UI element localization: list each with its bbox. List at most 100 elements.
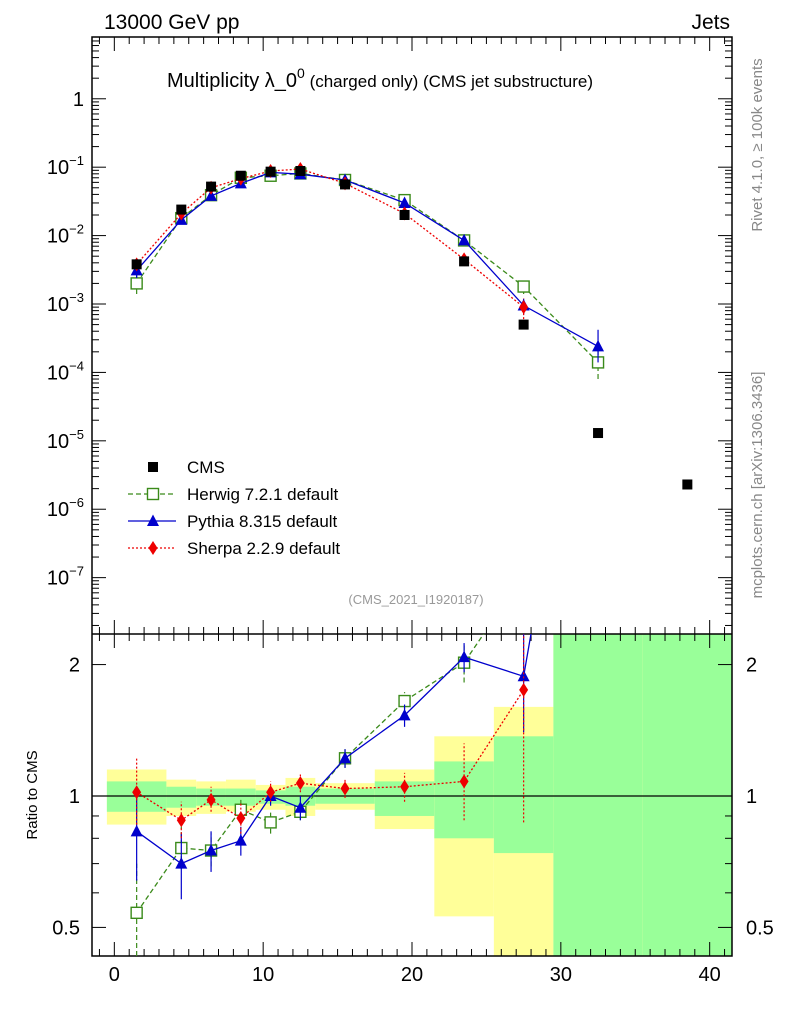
main-cms-point: [593, 428, 604, 439]
ratio-ylabel: Ratio to CMS: [24, 750, 41, 839]
ratio-series: [130, 241, 604, 956]
y-tick-base: 10: [47, 226, 69, 248]
y-tick-base: 10: [47, 294, 69, 316]
x-tick-label: 10: [252, 964, 274, 986]
y-tick-label: 10−1: [47, 153, 84, 179]
main-cms-point: [459, 256, 470, 267]
main-cms-point: [340, 179, 351, 190]
mcplots-label: mcplots.cern.ch [arXiv:1306.3436]: [749, 372, 766, 599]
y-tick-label: 10−6: [47, 495, 84, 521]
ratio-sherpa-point: [236, 811, 246, 826]
legend-label-cms: CMS: [187, 458, 225, 477]
main-herwig-line: [136, 172, 599, 363]
ratio-sherpa-point: [266, 785, 276, 800]
band-inner-1: [166, 786, 197, 808]
y-tick-base: 10: [47, 499, 69, 521]
ratio-pythia-point: [205, 844, 218, 856]
ratio-y-tick-label-right: 1: [746, 786, 757, 808]
legend-marker-cms: [148, 462, 158, 472]
y-tick-exp: −7: [69, 564, 84, 579]
ratio-sherpa-point: [340, 781, 350, 796]
legend-label-herwig: Herwig 7.2.1 default: [187, 485, 338, 504]
category-label: Jets: [691, 11, 730, 34]
y-tick-base: 10: [47, 157, 69, 179]
rivet-label: Rivet 4.1.0, ≥ 100k events: [749, 58, 766, 231]
ratio-herwig-point: [130, 906, 143, 920]
y-tick-label: 10−7: [47, 564, 84, 590]
ratio-sherpa-point: [206, 792, 216, 807]
band-inner-10: [553, 634, 643, 956]
ratio-herwig-point: [264, 816, 277, 829]
legend: CMS Herwig 7.2.1 default Pythia 8.315 defa…: [128, 458, 340, 558]
x-tick-label: 20: [401, 964, 423, 986]
main-herwig-point: [130, 277, 143, 290]
y-tick-label: 10−4: [47, 358, 84, 384]
main-cms-point: [176, 204, 187, 215]
ratio-pythia-point: [592, 241, 604, 253]
main-cms-point: [295, 165, 306, 176]
ratio-y-tick-label-left: 1: [69, 786, 80, 808]
ratio-pythia-point: [175, 857, 188, 869]
legend-marker-herwig: [146, 487, 160, 501]
main-cms-point: [131, 259, 142, 270]
ratio-sherpa-point: [400, 779, 410, 794]
ratio-sherpa-line: [136, 689, 525, 822]
uncertainty-bands: [106, 634, 732, 956]
main-cms-point: [399, 210, 410, 221]
ratio-y-tick-label-right: 0.5: [746, 917, 774, 939]
main-cms-point: [265, 166, 276, 177]
main-cms-point: [682, 479, 693, 490]
y-tick-label: 10−3: [47, 290, 84, 316]
main-herwig-point: [517, 280, 530, 293]
y-tick-exp: −3: [69, 290, 84, 305]
energy-label: 13000 GeV pp: [104, 11, 239, 34]
ratio-sherpa-point: [295, 776, 305, 791]
ratio-pythia-point: [398, 708, 411, 721]
y-tick-label: 10−2: [47, 222, 84, 248]
main-pythia-point: [398, 196, 411, 208]
y-tick-base: 10: [47, 568, 69, 590]
band-inner-3: [225, 788, 256, 806]
main-pythia-point: [592, 339, 605, 352]
title-rest: (charged only) (CMS jet substructure): [305, 72, 593, 91]
title-main: Multiplicity λ_0: [167, 70, 297, 92]
legend-marker-pythia: [147, 514, 159, 526]
x-tick-label: 30: [550, 964, 572, 986]
title-sup: 0: [297, 65, 305, 81]
y-tick-base: 10: [47, 362, 69, 384]
main-pythia-point: [458, 233, 471, 246]
y-tick-exp: −5: [69, 427, 84, 442]
main-pythia-point: [205, 189, 218, 201]
main-sherpa-point: [519, 300, 529, 315]
ratio-herwig-point: [518, 570, 529, 581]
main-cms-point: [518, 319, 529, 330]
ratio-herwig-line: [136, 634, 485, 914]
legend-label-pythia: Pythia 8.315 default: [187, 512, 338, 531]
axes: 0 10 20 30 40110−110−210−310−410−510−610−70.…: [47, 36, 774, 986]
ratio-sherpa-point: [519, 682, 529, 697]
band-inner-11: [642, 634, 732, 956]
main-series: [130, 162, 693, 490]
y-tick-label: 1: [73, 89, 84, 111]
ratio-sherpa-point: [132, 785, 142, 800]
legend-label-sherpa: Sherpa 2.2.9 default: [187, 539, 340, 558]
chart-title: Multiplicity λ_00 (charged only) (CMS je…: [167, 65, 593, 92]
y-tick-exp: −2: [69, 222, 84, 237]
legend-marker-sherpa: [148, 541, 158, 555]
ratio-sherpa-point: [459, 774, 469, 789]
main-sherpa-line: [136, 168, 525, 308]
y-tick-exp: −6: [69, 495, 84, 510]
y-tick-exp: −1: [69, 153, 84, 168]
ratio-pythia-point: [294, 801, 307, 813]
ratio-pythia-point: [339, 751, 352, 764]
y-tick-base: 10: [47, 431, 69, 453]
ratio-y-tick-label-right: 2: [746, 655, 757, 677]
x-tick-label: 0: [109, 964, 120, 986]
y-tick-label: 10−5: [47, 427, 84, 453]
y-tick-exp: −4: [69, 358, 84, 373]
ratio-sherpa-point: [176, 813, 186, 828]
x-tick-label: 40: [699, 964, 721, 986]
ratio-pythia-point: [458, 650, 471, 663]
ratio-pythia-point: [234, 834, 247, 846]
